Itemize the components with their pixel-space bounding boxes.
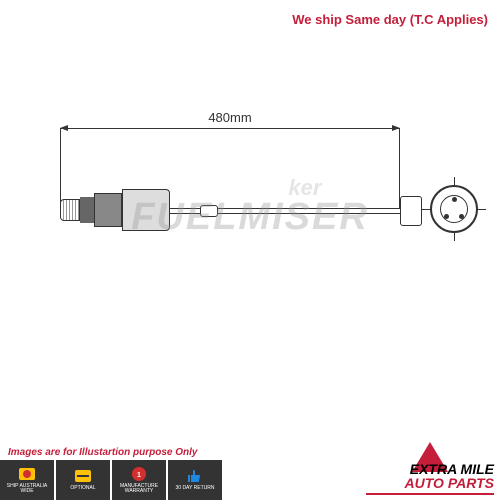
sensor-mid bbox=[94, 193, 122, 227]
dimension-arrow bbox=[60, 128, 400, 129]
badge-label: MANUFACTURE WARRANTY bbox=[112, 484, 166, 495]
logo-text: EXTRA MILE AUTO PARTS bbox=[405, 463, 494, 490]
connector-pin bbox=[459, 214, 464, 219]
sensor-hex-nut bbox=[80, 197, 94, 223]
badge-label: OPTIONAL bbox=[68, 486, 97, 492]
dimension-label: 480mm bbox=[208, 110, 251, 125]
brand-logo: EXTRA MILE AUTO PARTS bbox=[360, 438, 500, 500]
thumb-icon bbox=[185, 468, 205, 484]
illustration-disclaimer: Images are for Illustartion purpose Only bbox=[8, 447, 198, 458]
dimension-line: 480mm bbox=[60, 110, 400, 135]
watermark-main: FUELMISER bbox=[131, 196, 369, 239]
connector-pin bbox=[444, 214, 449, 219]
express-icon bbox=[73, 468, 93, 484]
badge-returns: 30 DAY RETURN bbox=[168, 460, 222, 500]
badge-warranty: 1 MANUFACTURE WARRANTY bbox=[112, 460, 166, 500]
logo-line2: AUTO PARTS bbox=[405, 475, 494, 491]
warranty-icon: 1 bbox=[129, 466, 149, 482]
ship-notice: We ship Same day (T.C Applies) bbox=[292, 12, 488, 27]
svg-text:1: 1 bbox=[137, 472, 141, 479]
connector-face-view bbox=[430, 185, 478, 233]
product-diagram: 480mm ker FUELMISER bbox=[10, 80, 490, 360]
logo-underline bbox=[366, 493, 494, 495]
badge-label: SHIP AUSTRALIA WIDE bbox=[0, 484, 54, 495]
connector-side-view bbox=[400, 196, 422, 226]
sensor-tip bbox=[60, 199, 80, 221]
badge-label: 30 DAY RETURN bbox=[174, 486, 217, 492]
post-icon bbox=[17, 466, 37, 482]
connector-pin bbox=[452, 197, 457, 202]
badge-australia-post: SHIP AUSTRALIA WIDE bbox=[0, 460, 54, 500]
badge-row: SHIP AUSTRALIA WIDE OPTIONAL 1 MANUFACTU… bbox=[0, 460, 224, 500]
badge-optional: OPTIONAL bbox=[56, 460, 110, 500]
footer-bar: Images are for Illustartion purpose Only… bbox=[0, 438, 500, 500]
